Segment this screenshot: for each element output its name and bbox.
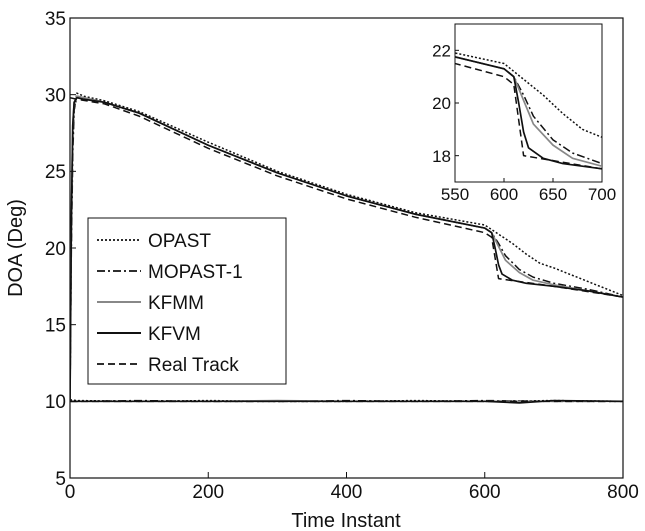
main-x-tick-label: 800 — [607, 482, 639, 503]
inset-x-tick-label: 700 — [588, 185, 616, 204]
main-x-tick-label: 600 — [469, 482, 501, 503]
inset-y-ticks: 18 20 22 — [432, 41, 459, 166]
legend-label-kfvm: KFVM — [148, 324, 201, 345]
main-x-ticks: 0 200 400 600 800 — [65, 472, 639, 503]
inset-x-tick-label: 550 — [441, 185, 469, 204]
inset-x-ticks: 550 600 650 700 — [441, 178, 616, 204]
inset-y-tick-label: 20 — [432, 94, 451, 113]
legend-label-mopast-1: MOPAST-1 — [148, 262, 243, 283]
main-y-tick-label: 5 — [55, 469, 66, 490]
main-y-ticks: 5 10 15 20 25 30 35 — [45, 9, 76, 490]
main-x-tick-label: 200 — [192, 482, 224, 503]
main-series-real-track-track-1 — [70, 96, 623, 298]
legend-label-opast: OPAST — [148, 231, 211, 252]
main-y-tick-label: 20 — [45, 239, 66, 260]
inset-frame — [454, 23, 603, 183]
inset-x-tick-label: 650 — [539, 185, 567, 204]
inset-x-tick-label: 600 — [490, 185, 518, 204]
y-axis-title: DOA (Deg) — [5, 199, 27, 297]
legend-label-kfmm: KFMM — [148, 293, 204, 314]
legend: OPAST MOPAST-1 KFMM KFVM Real Track — [87, 217, 287, 385]
main-x-tick-label: 0 — [65, 482, 76, 503]
legend-label-real-track: Real Track — [148, 355, 239, 376]
x-axis-title: Time Instant — [291, 510, 401, 531]
main-y-tick-label: 10 — [45, 392, 66, 413]
inset-series-real-track-track-1 — [455, 62, 602, 170]
inset-series-kfvm-track-1 — [455, 56, 602, 170]
main-y-tick-label: 15 — [45, 316, 66, 337]
inset-series-group — [455, 52, 602, 170]
inset-y-tick-label: 18 — [432, 147, 451, 166]
main-plot-area: 0 200 400 600 800 5 10 15 20 25 30 35 — [45, 9, 639, 503]
inset-series-mopast-1-track-1 — [455, 56, 602, 165]
main-y-tick-label: 30 — [45, 86, 66, 107]
legend-items: OPAST MOPAST-1 KFMM KFVM Real Track — [97, 231, 243, 376]
main-x-tick-label: 400 — [331, 482, 363, 503]
main-series-group — [70, 92, 623, 404]
main-series-opast-track-1 — [70, 92, 623, 402]
inset-series-kfmm-track-1 — [455, 56, 602, 168]
main-y-tick-label: 25 — [45, 162, 66, 183]
main-y-tick-label: 35 — [45, 9, 66, 30]
inset-plot: 550 600 650 700 18 20 22 — [432, 23, 616, 204]
inset-y-tick-label: 22 — [432, 41, 451, 60]
